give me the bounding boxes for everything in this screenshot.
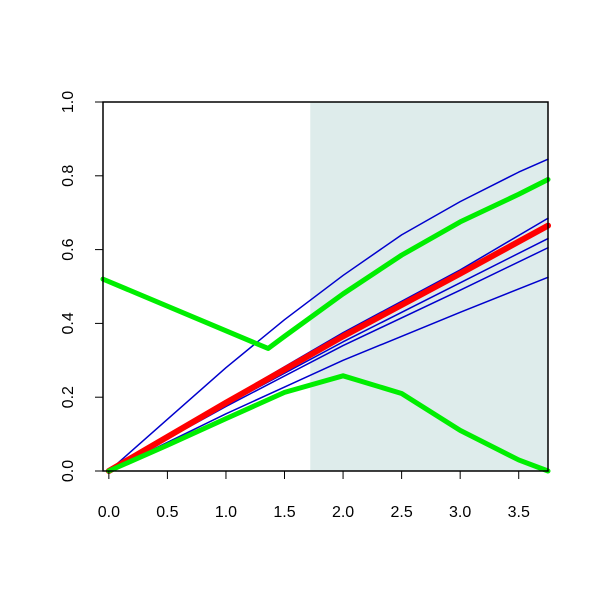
x-tick-label: 0.5 (156, 504, 178, 521)
series-line-7 (100, 176, 551, 351)
x-axis: 0.0 0.5 1.0 1.5 2.0 2.5 3.0 3.5 (98, 470, 530, 521)
y-tick-label: 1.0 (60, 91, 77, 113)
series-layer (100, 158, 551, 474)
series-line-0 (108, 158, 549, 472)
y-tick-label: 0.2 (60, 386, 77, 408)
x-tick-label: 3.0 (449, 504, 471, 521)
y-tick-label: 0.4 (60, 312, 77, 334)
y-tick-label: 0.6 (60, 238, 77, 260)
x-tick-label: 0.0 (98, 504, 120, 521)
x-tick-label: 1.5 (273, 504, 295, 521)
x-tick-label: 1.0 (215, 504, 237, 521)
x-tick-label: 3.5 (508, 504, 530, 521)
y-tick-label: 0.0 (60, 460, 77, 482)
series-line-6 (106, 373, 551, 474)
y-axis: 0.0 0.2 0.4 0.6 0.8 1.0 (60, 91, 104, 482)
y-tick-label: 0.8 (60, 165, 77, 187)
series-line-5 (105, 222, 551, 474)
x-tick-label: 2.5 (390, 504, 412, 521)
x-tick-label: 2.0 (332, 504, 354, 521)
series-line-4 (108, 276, 549, 472)
